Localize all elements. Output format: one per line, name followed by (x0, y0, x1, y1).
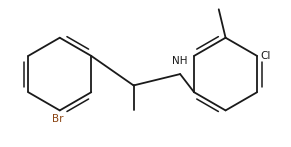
Text: Cl: Cl (260, 51, 271, 61)
Text: Br: Br (52, 114, 63, 124)
Text: NH: NH (172, 56, 188, 66)
